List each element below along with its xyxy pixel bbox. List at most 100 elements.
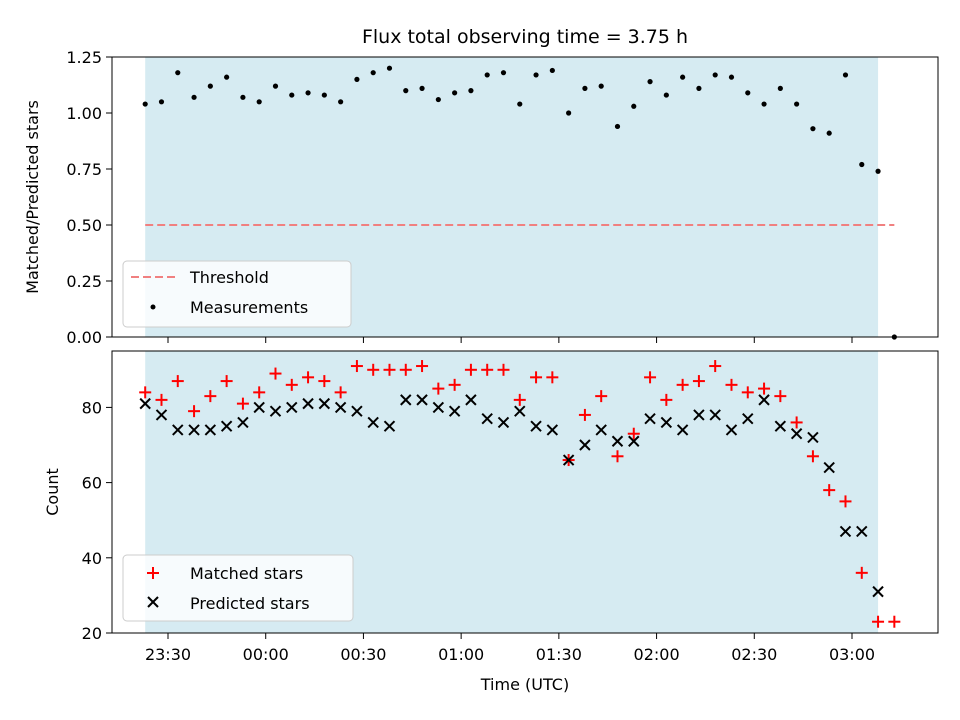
x-tick-label: 23:30 <box>145 645 191 664</box>
bottom-y-ticks: 20 40 60 80 <box>82 398 112 643</box>
x-tick-label: 00:30 <box>340 645 386 664</box>
measurement-point <box>826 130 832 136</box>
matched-star-point <box>725 378 738 391</box>
matched-star-point <box>432 382 445 395</box>
x-axis-label: Time (UTC) <box>480 675 569 694</box>
measurement-point <box>338 99 344 105</box>
predicted-star-point <box>823 461 835 474</box>
y-tick-label: 0.75 <box>66 160 102 179</box>
top-legend: Threshold Measurements <box>122 260 352 328</box>
y-tick-label: 40 <box>82 549 102 568</box>
y-tick-label: 1.25 <box>66 48 102 67</box>
matched-star-point <box>188 405 201 418</box>
measurement-point <box>614 123 621 130</box>
matched-star-point <box>220 375 233 388</box>
predicted-star-point <box>872 585 884 598</box>
measurement-points <box>142 65 897 340</box>
top-x-ticks <box>167 337 853 343</box>
matched-star-point <box>350 360 363 373</box>
predicted-star-point <box>497 416 510 429</box>
measurement-point <box>663 92 669 98</box>
predicted-star-point <box>839 525 852 538</box>
matched-star-point <box>236 397 249 410</box>
matched-star-point <box>448 378 461 391</box>
bottom-y-axis-label: Count <box>43 468 62 516</box>
predicted-star-point <box>220 420 233 432</box>
measurement-point <box>728 74 735 80</box>
matched-star-point <box>611 450 624 463</box>
matched-star-point <box>416 360 429 373</box>
predicted-star-point <box>172 424 184 436</box>
predicted-star-point <box>448 405 461 417</box>
matched-star-point <box>253 386 266 399</box>
predicted-star-point <box>676 424 689 436</box>
predicted-star-point <box>530 420 542 432</box>
measurement-point <box>370 70 376 76</box>
measurement-point <box>582 85 588 91</box>
predicted-star-point <box>790 428 803 440</box>
x-tick-label: 01:00 <box>438 645 484 664</box>
legend-predicted-swatch <box>147 596 159 608</box>
matched-star-point <box>546 371 559 384</box>
matched-star-point <box>741 386 754 399</box>
matched-star-point <box>709 360 722 373</box>
predicted-star-point <box>188 424 200 436</box>
predicted-star-point <box>595 424 607 436</box>
predicted-star-point <box>416 394 428 406</box>
matched-star-point <box>155 393 168 406</box>
predicted-star-point <box>318 397 331 410</box>
matched-star-point <box>497 363 510 376</box>
measurement-point <box>777 85 783 91</box>
x-tick-label: 02:00 <box>634 645 680 664</box>
measurement-point <box>272 83 279 89</box>
legend-threshold-label: Threshold <box>189 268 269 287</box>
measurement-point <box>224 74 230 80</box>
x-tick-label: 03:00 <box>829 645 875 664</box>
y-tick-label: 80 <box>82 398 102 417</box>
measurement-point <box>712 72 718 78</box>
y-tick-label: 0.00 <box>66 328 102 347</box>
predicted-star-point <box>546 424 559 436</box>
measurement-point <box>142 101 148 107</box>
y-tick-label: 1.00 <box>66 104 102 123</box>
predicted-star-point <box>807 431 819 444</box>
predicted-star-point <box>432 401 445 414</box>
measurement-point <box>484 72 490 78</box>
measurement-point <box>191 94 197 100</box>
y-tick-label: 60 <box>82 474 102 493</box>
matched-star-point <box>383 363 396 376</box>
top-axes-frame <box>111 56 939 338</box>
matched-star-point <box>806 450 819 463</box>
top-panel: 0.00 0.25 0.50 0.75 1.00 1.25 Matched/Predict… <box>23 48 939 347</box>
matched-star-point <box>285 378 298 391</box>
matched-star-point <box>302 371 315 384</box>
measurement-point <box>158 99 165 105</box>
y-tick-label: 20 <box>82 624 102 643</box>
predicted-star-point <box>628 435 640 447</box>
measurement-point <box>680 74 686 80</box>
measurement-point <box>321 92 327 98</box>
measurement-point <box>468 88 474 94</box>
predicted-star-point <box>286 401 298 414</box>
matched-star-point <box>464 363 477 376</box>
matched-star-point <box>269 367 282 380</box>
predicted-star-point <box>758 394 770 406</box>
predicted-star-point <box>725 424 738 436</box>
measurement-point <box>761 101 767 107</box>
predicted-star-point <box>334 401 347 414</box>
predicted-star-point <box>253 401 265 414</box>
matched-star-point <box>660 393 673 406</box>
matched-star-point <box>888 615 901 628</box>
predicted-star-point <box>644 412 656 425</box>
measurement-point <box>403 88 409 94</box>
predicted-star-point <box>302 397 314 410</box>
measurement-point <box>256 99 262 105</box>
measurement-point <box>549 67 555 74</box>
measurement-point <box>386 65 393 71</box>
measurement-point <box>533 72 539 78</box>
matched-star-point <box>692 375 705 388</box>
bottom-panel: 20 40 60 80 23:30 00:00 00:30 01:00 01:30 02:00 0… <box>43 350 939 664</box>
y-tick-label: 0.50 <box>66 216 102 235</box>
matched-star-point <box>318 375 331 388</box>
